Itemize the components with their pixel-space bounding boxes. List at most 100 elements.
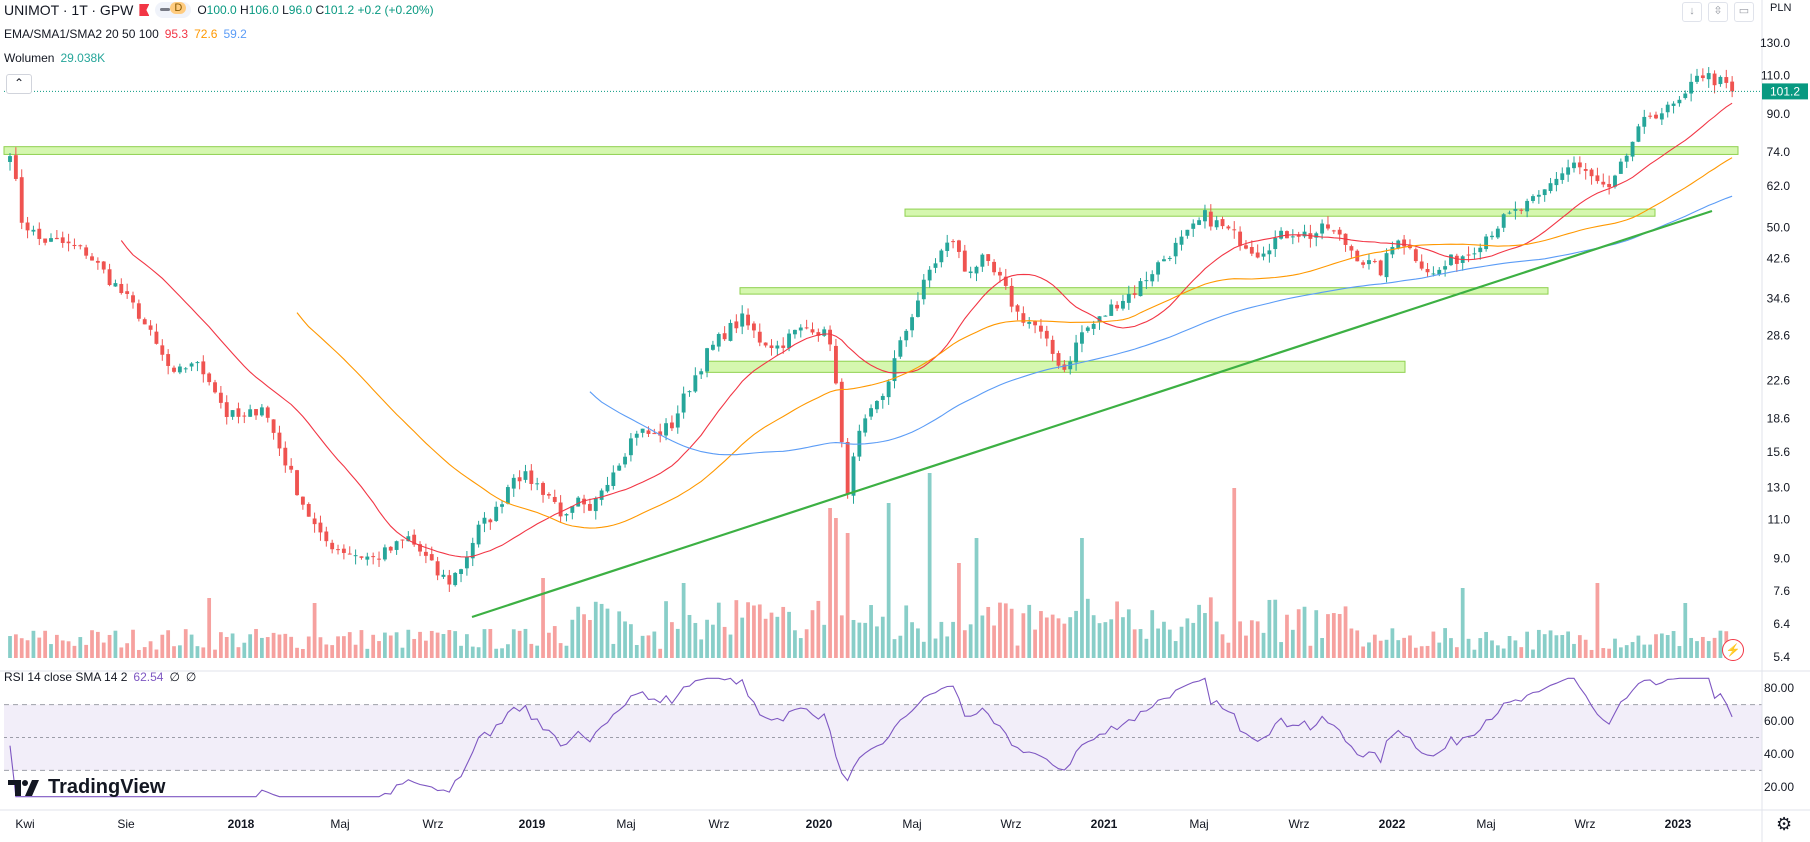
volume-bar bbox=[84, 644, 89, 658]
collapse-legend-button[interactable]: ⌃ bbox=[6, 74, 32, 94]
volume-bar bbox=[1607, 648, 1612, 658]
candle-body bbox=[347, 553, 352, 555]
candle-body bbox=[166, 354, 171, 366]
candle-body bbox=[1249, 246, 1254, 254]
volume-bar bbox=[213, 649, 217, 658]
volume-bar bbox=[254, 628, 258, 658]
volume-bar bbox=[1378, 640, 1383, 658]
candle-body bbox=[974, 266, 979, 274]
volume-bar bbox=[1689, 637, 1694, 658]
rsi-legend[interactable]: RSI 14 close SMA 14 2 62.54 ∅ ∅ bbox=[4, 670, 196, 684]
volume-bar bbox=[517, 630, 522, 658]
volume-bar bbox=[31, 630, 36, 658]
x-tick-label: 2018 bbox=[228, 817, 255, 831]
indicator-legend[interactable]: EMA/SMA1/SMA2 20 50 100 95.3 72.6 59.2 bbox=[4, 27, 247, 41]
rsi-tick-label: 60.00 bbox=[1764, 714, 1794, 728]
candle-body bbox=[1003, 276, 1008, 286]
candle-body bbox=[904, 330, 909, 341]
candle-body bbox=[1337, 229, 1342, 235]
y-tick-label: 90.0 bbox=[1767, 107, 1791, 121]
rsi-tick-label: 20.00 bbox=[1764, 780, 1794, 794]
candle-body bbox=[1636, 126, 1641, 142]
volume-bar bbox=[927, 473, 932, 658]
tradingview-icon bbox=[8, 779, 39, 796]
candle-body bbox=[300, 496, 305, 505]
gear-icon[interactable]: ⚙ bbox=[1776, 814, 1793, 834]
candle-body bbox=[570, 506, 575, 513]
indicator-label[interactable]: EMA/SMA1/SMA2 20 50 100 bbox=[4, 27, 159, 41]
maximize-pane-icon[interactable]: ▭ bbox=[1734, 2, 1754, 22]
volume-bar bbox=[593, 601, 598, 658]
candle-body bbox=[529, 470, 534, 484]
tradingview-logo[interactable]: TradingView bbox=[8, 776, 165, 799]
ema-line bbox=[120, 102, 1733, 558]
volume-legend[interactable]: Wolumen 29.038K bbox=[4, 51, 105, 65]
candle-body bbox=[1577, 162, 1582, 168]
volume-bar bbox=[43, 630, 48, 658]
candle-body bbox=[482, 517, 487, 524]
volume-bar bbox=[265, 637, 270, 658]
volume-bar bbox=[377, 641, 381, 658]
volume-bar bbox=[1074, 610, 1078, 658]
rsi-label[interactable]: RSI 14 close SMA 14 2 bbox=[4, 670, 128, 684]
volume-bar bbox=[172, 646, 176, 658]
candle-body bbox=[1542, 189, 1547, 196]
candle-body bbox=[177, 366, 182, 373]
candle-body bbox=[213, 382, 217, 393]
volume-bar bbox=[1384, 639, 1389, 658]
candle-body bbox=[998, 271, 1002, 276]
volume-bar bbox=[1308, 645, 1313, 658]
volume-bar bbox=[576, 606, 581, 658]
volume-label[interactable]: Wolumen bbox=[4, 51, 55, 65]
candle-body bbox=[1589, 169, 1594, 177]
volume-bar bbox=[1331, 613, 1336, 658]
candle-body bbox=[312, 518, 317, 525]
candle-body bbox=[1226, 226, 1231, 229]
candle-body bbox=[78, 245, 83, 247]
symbol-header[interactable]: UNIMOT · 1T · GPW D O100.0 H106.0 L96.0 … bbox=[4, 2, 434, 18]
interval-pill[interactable]: D bbox=[155, 2, 192, 18]
x-tick-label: Maj bbox=[1476, 817, 1495, 831]
volume-bar bbox=[834, 518, 838, 658]
candle-body bbox=[201, 361, 206, 375]
arrow-down-icon[interactable]: ↓ bbox=[1682, 2, 1702, 22]
volume-bar bbox=[646, 635, 651, 658]
volume-bar bbox=[1507, 636, 1512, 658]
volume-bar bbox=[880, 616, 885, 658]
candle-body bbox=[500, 504, 504, 507]
volume-bar bbox=[1249, 620, 1254, 658]
volume-bar bbox=[66, 641, 71, 658]
collapse-pane-icon[interactable]: ⇳ bbox=[1708, 2, 1728, 22]
volume-bar bbox=[1408, 635, 1412, 658]
candle-body bbox=[1472, 253, 1477, 255]
currency-label[interactable]: PLN bbox=[1770, 2, 1792, 14]
candle-body bbox=[1378, 260, 1383, 276]
chevron-up-icon: ⌃ bbox=[13, 76, 25, 90]
candle-body bbox=[1150, 274, 1155, 282]
volume-bar bbox=[435, 632, 440, 658]
volume-bar bbox=[1402, 637, 1406, 658]
y-tick-label: 34.6 bbox=[1767, 292, 1791, 306]
candle-body bbox=[382, 547, 387, 560]
volume-bar bbox=[142, 647, 147, 658]
candle-body bbox=[687, 391, 692, 393]
candle-body bbox=[189, 363, 194, 367]
volume-bar bbox=[429, 630, 434, 658]
lightning-icon[interactable]: ⚡ bbox=[1722, 639, 1744, 661]
symbol-title[interactable]: UNIMOT · 1T · GPW bbox=[4, 2, 134, 18]
candle-body bbox=[1566, 167, 1571, 175]
y-tick-label: 6.4 bbox=[1773, 617, 1790, 631]
volume-bar bbox=[1484, 631, 1488, 658]
volume-bar bbox=[289, 636, 294, 658]
y-tick-label: 62.0 bbox=[1767, 179, 1791, 193]
volume-bar bbox=[1396, 640, 1401, 658]
flag-icon[interactable] bbox=[139, 4, 150, 16]
volume-bar bbox=[189, 634, 194, 658]
volume-bar bbox=[183, 629, 188, 658]
candle-body bbox=[1712, 73, 1717, 86]
candle-body bbox=[1654, 114, 1658, 119]
volume-bar bbox=[482, 629, 487, 658]
volume-bar bbox=[1419, 646, 1424, 658]
y-tick-label: 15.6 bbox=[1767, 445, 1791, 459]
